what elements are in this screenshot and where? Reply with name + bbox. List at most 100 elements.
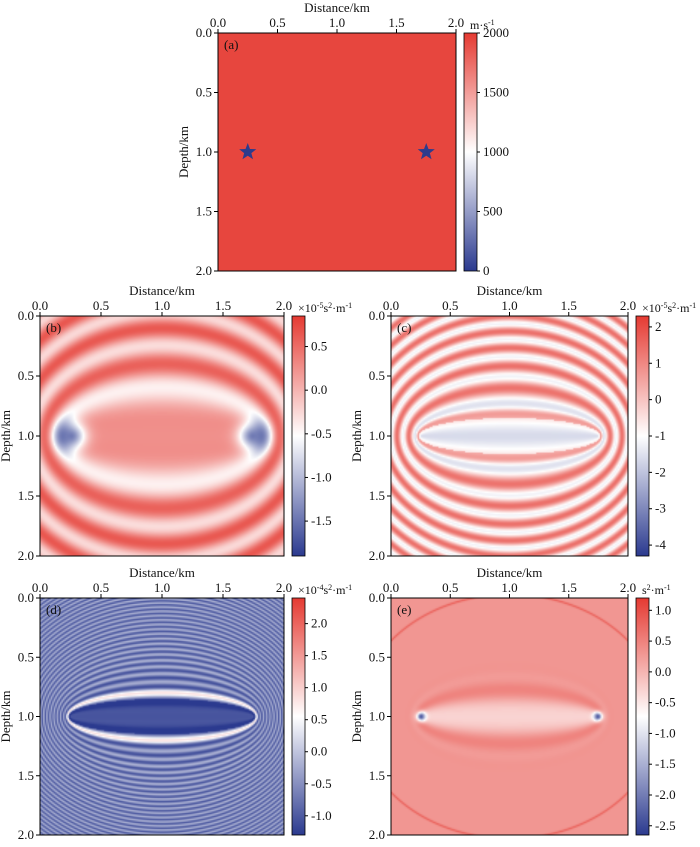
y-tick-label: 0.0 — [196, 25, 212, 40]
panel-label: (b) — [46, 320, 61, 335]
x-tick-label: 1.5 — [388, 15, 404, 30]
y-tick-label: 1.5 — [369, 488, 385, 503]
colorbar-tick-label: -2.0 — [655, 787, 676, 802]
y-tick-label: 1.0 — [18, 709, 34, 724]
x-tick-label: 0.5 — [442, 580, 458, 595]
x-tick-label: 1.5 — [561, 298, 577, 313]
y-tick-label: 2.0 — [18, 827, 34, 842]
y-tick-label: 2.0 — [369, 548, 385, 563]
colorbar-tick-label: -1 — [655, 428, 666, 443]
y-tick-label: 0.0 — [369, 308, 385, 323]
y-tick-label: 2.0 — [196, 263, 212, 278]
colorbar-tick-label: 1500 — [483, 85, 509, 100]
heatmap-c — [391, 316, 628, 556]
x-tick-label: 2.0 — [620, 298, 636, 313]
y-tick-label: 0.5 — [196, 85, 212, 100]
colorbar-tick-label: 0.5 — [655, 633, 671, 648]
heatmap-b — [40, 316, 284, 556]
colorbar-unit-label: ×10-5s2·m-1 — [298, 301, 352, 316]
colorbar-tick-label: -2.5 — [655, 818, 676, 833]
colorbar-tick-label: 1 — [655, 355, 662, 370]
colorbar-gradient — [463, 32, 478, 272]
panel-label: (d) — [46, 602, 61, 617]
colorbar-tick-label: 1000 — [483, 144, 509, 159]
x-axis-label: Distance/km — [129, 283, 195, 298]
colorbar-tick-label: 0.0 — [655, 664, 671, 679]
panel-a: 0.0 0.5 1.0 1.5 2.0 Distance/km 0.0 0.5 1.0 1.5 2.… — [176, 0, 509, 278]
colorbar-tick-label: -1.5 — [655, 756, 676, 771]
x-axis-label: Distance/km — [477, 283, 543, 298]
colorbar-d: 2.0 1.5 1.0 0.5 0.0 -0.5 -1.0 ×10-4s2·m-1 — [291, 583, 352, 836]
panel-d: 0.0 0.5 1.0 1.5 2.0Distance/km0.00.51.01.52.… — [0, 565, 352, 842]
y-axis-label: Depth/km — [349, 410, 364, 462]
x-tick-label: 1.0 — [501, 298, 517, 313]
colorbar-gradient — [635, 315, 650, 557]
colorbar-tick-label: 500 — [483, 204, 503, 219]
x-axis-label: Distance/km — [304, 0, 370, 15]
y-tick-label: 0.0 — [18, 308, 34, 323]
colorbar-tick-label: 0 — [483, 263, 490, 278]
source-star-marker — [417, 143, 435, 160]
colorbar-tick-label: 2.0 — [311, 616, 327, 631]
colorbar-unit-label: s2·m-1 — [642, 583, 671, 598]
x-tick-label: 0.0 — [383, 580, 399, 595]
y-axis-label: Depth/km — [176, 126, 191, 178]
x-tick-label: 1.5 — [215, 580, 231, 595]
y-tick-label: 1.0 — [369, 428, 385, 443]
x-tick-label: 1.0 — [329, 15, 345, 30]
x-tick-label: 2.0 — [620, 580, 636, 595]
source-star-marker — [239, 143, 257, 160]
y-tick-label: 1.5 — [196, 204, 212, 219]
y-axis-label: Depth/km — [0, 410, 13, 462]
colorbar-tick-label: -1.0 — [311, 469, 332, 484]
y-tick-label: 1.5 — [369, 768, 385, 783]
heatmap-e — [391, 598, 628, 835]
colorbar-gradient — [291, 597, 306, 836]
y-tick-label: 0.5 — [18, 368, 34, 383]
colorbar-c: 2 1 0 -1 -2 -3 -4 ×10-5s2·m-1 — [635, 301, 696, 557]
panel-label: (c) — [397, 320, 411, 335]
colorbar-tick-label: -1.5 — [311, 513, 332, 528]
y-tick-label: 2.0 — [369, 827, 385, 842]
panel-label: (e) — [397, 602, 411, 617]
y-tick-label: 0.5 — [18, 649, 34, 664]
x-tick-label: 2.0 — [276, 298, 292, 313]
colorbar-gradient — [291, 315, 306, 557]
colorbar-tick-label: -3 — [655, 501, 666, 516]
colorbar-tick-label: -0.5 — [311, 776, 332, 791]
x-axis-label: Distance/km — [129, 565, 195, 580]
panel-b: 0.0 0.5 1.0 1.5 2.0 Distance/km 0.0 0.5 1.0 1.5 2.… — [0, 283, 352, 563]
y-tick-label: 1.5 — [18, 488, 34, 503]
colorbar-tick-label: 2000 — [483, 25, 509, 40]
y-tick-label: 0.0 — [18, 590, 34, 605]
x-tick-label: 0.5 — [442, 298, 458, 313]
colorbar-tick-label: -2 — [655, 464, 666, 479]
x-tick-label: 0.0 — [32, 298, 48, 313]
heatmap-a — [218, 33, 456, 271]
colorbar-a: 2000 1500 1000 500 0 m·s-1 — [463, 18, 509, 278]
colorbar-tick-label: 0.5 — [311, 339, 327, 354]
y-tick-label: 1.0 — [196, 144, 212, 159]
x-tick-label: 0.5 — [93, 580, 109, 595]
colorbar-tick-label: 1.0 — [655, 602, 671, 617]
y-tick-label: 0.5 — [369, 368, 385, 383]
panel-e: 0.0 0.5 1.0 1.5 2.0 Distance/km 0.0 0.5 1.0 1.5 2.… — [349, 565, 676, 842]
colorbar-unit-label: ×10-4s2·m-1 — [298, 583, 352, 598]
colorbar-tick-label: 0 — [655, 392, 662, 407]
colorbar-tick-label: 0.5 — [311, 712, 327, 727]
y-tick-label: 1.0 — [369, 709, 385, 724]
panel-c: 0.0 0.5 1.0 1.5 2.0 Distance/km 0.0 0.5 1.0 1.5 2.… — [349, 283, 696, 563]
y-axis-label: Depth/km — [0, 691, 13, 743]
x-tick-label: 1.0 — [154, 580, 170, 595]
y-tick-label: 0.5 — [369, 649, 385, 664]
y-tick-label: 0.0 — [369, 590, 385, 605]
colorbar-tick-label: -0.5 — [311, 426, 332, 441]
x-tick-label: 0.0 — [210, 15, 226, 30]
colorbar-e: 1.0 0.5 0.0 -0.5 -1.0 -1.5 -2.0 -2.5 s2·m-1 — [635, 583, 676, 836]
colorbar-tick-label: -4 — [655, 537, 666, 552]
x-tick-label: 2.0 — [276, 580, 292, 595]
colorbar-unit-label: m·s-1 — [470, 18, 495, 33]
x-tick-label: 1.0 — [501, 580, 517, 595]
colorbar-tick-label: -0.5 — [655, 695, 676, 710]
